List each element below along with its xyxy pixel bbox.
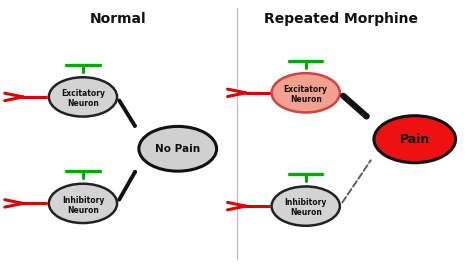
Text: Excitatory: Excitatory: [284, 85, 328, 94]
Text: Neuron: Neuron: [290, 95, 322, 104]
Circle shape: [49, 77, 117, 117]
Text: Neuron: Neuron: [67, 206, 99, 215]
Text: Repeated Morphine: Repeated Morphine: [264, 12, 418, 26]
FancyArrowPatch shape: [119, 172, 135, 200]
Text: Inhibitory: Inhibitory: [62, 196, 104, 204]
Text: Excitatory: Excitatory: [61, 89, 105, 98]
FancyArrowPatch shape: [343, 96, 366, 116]
Text: No Pain: No Pain: [155, 144, 201, 154]
Circle shape: [272, 186, 340, 226]
Text: Neuron: Neuron: [290, 209, 322, 217]
FancyArrowPatch shape: [119, 100, 135, 126]
Text: Pain: Pain: [400, 133, 430, 146]
Text: Normal: Normal: [90, 12, 147, 26]
Circle shape: [49, 184, 117, 223]
Text: Inhibitory: Inhibitory: [284, 198, 327, 207]
Circle shape: [374, 116, 456, 163]
FancyArrowPatch shape: [342, 161, 371, 203]
Circle shape: [139, 126, 217, 171]
Circle shape: [272, 73, 340, 112]
Text: Neuron: Neuron: [67, 99, 99, 108]
